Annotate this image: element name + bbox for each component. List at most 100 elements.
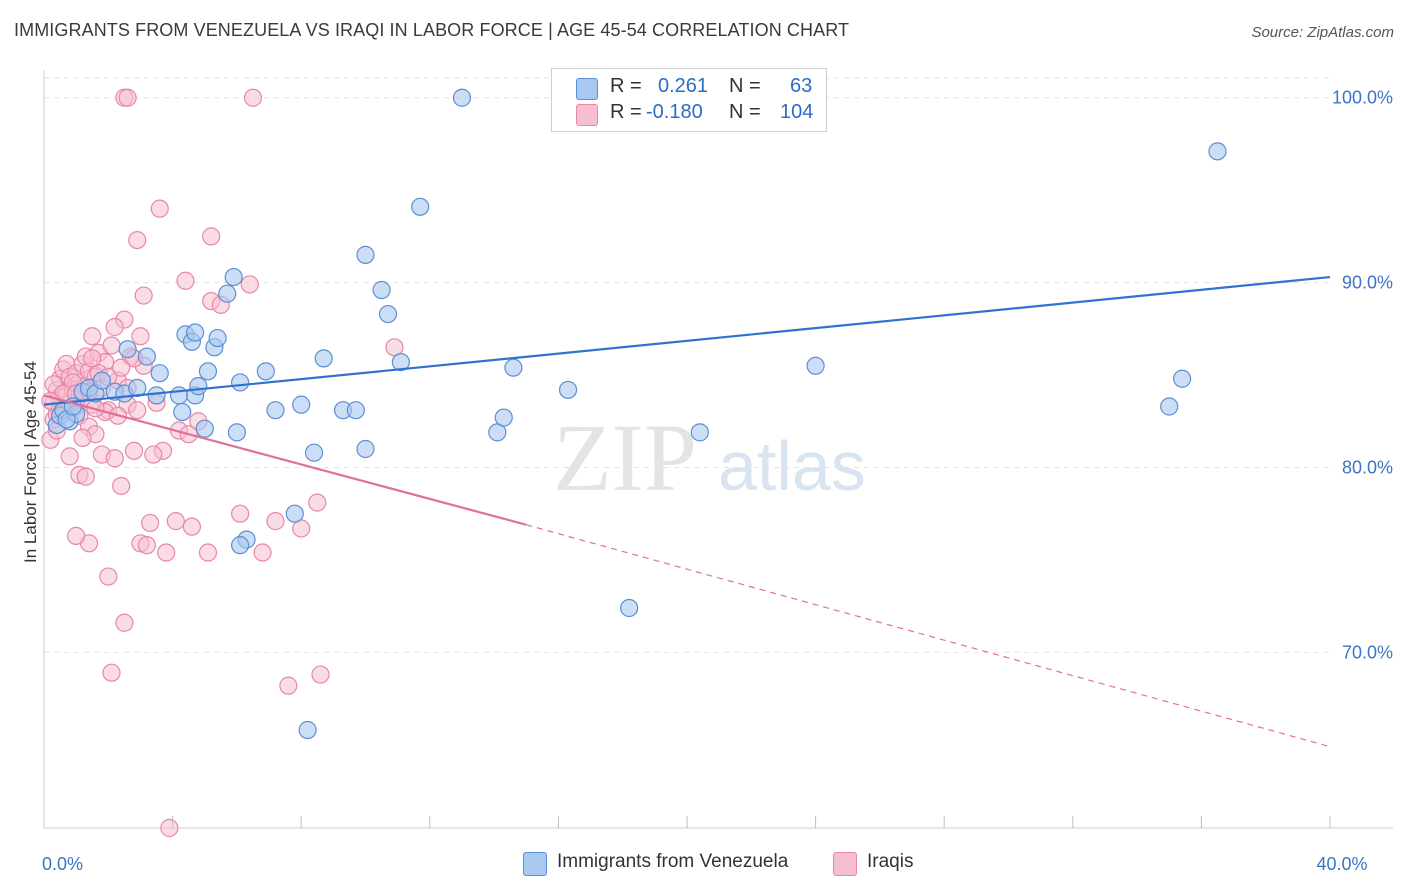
iraqi-swatch — [576, 104, 598, 126]
x-tick-label: 0.0% — [42, 854, 83, 874]
venezuela-point — [1173, 369, 1192, 388]
iraqi-point — [105, 449, 124, 468]
venezuela-point — [690, 423, 709, 442]
chart-title: IMMIGRANTS FROM VENEZUELA VS IRAQI IN LA… — [14, 20, 850, 40]
iraqi-point — [83, 327, 102, 346]
watermark-zip: ZIP — [553, 404, 697, 511]
r-label: R = — [610, 101, 642, 123]
iraqi-point — [124, 441, 144, 460]
venezuela-point — [304, 443, 324, 462]
venezuela-point — [92, 371, 111, 390]
venezuela-point — [150, 364, 169, 383]
iraqi-point — [140, 513, 160, 533]
iraqi-point — [231, 504, 250, 523]
venezuela-trend-line — [43, 275, 1331, 406]
iraqi-point — [202, 227, 221, 246]
r-label: R = — [610, 75, 642, 97]
n-label: N = — [729, 75, 761, 97]
venezuela-point — [195, 419, 214, 438]
n-label: N = — [729, 101, 761, 123]
iraqi-point — [144, 445, 163, 464]
venezuela-point — [147, 386, 166, 405]
venezuela-swatch — [523, 852, 547, 876]
venezuela-point — [620, 598, 639, 618]
iraqi-point — [83, 349, 102, 368]
venezuela-point — [504, 358, 523, 377]
venezuela-point — [391, 353, 410, 372]
venezuela-point — [189, 377, 208, 396]
y-tick-label: 100.0% — [1332, 88, 1393, 108]
iraqi-point — [128, 401, 147, 420]
watermark-atlas: atlas — [718, 427, 866, 505]
venezuela-point — [256, 362, 275, 381]
venezuela-point — [231, 536, 250, 555]
iraqi-point — [279, 676, 298, 695]
iraqi-point — [240, 275, 259, 294]
venezuela-point — [356, 439, 375, 459]
y-tick-label: 80.0% — [1342, 457, 1393, 477]
iraqi-trend-extension — [526, 524, 1331, 748]
iraqi-point — [311, 665, 330, 684]
iraqi-point — [112, 476, 131, 496]
venezuela-point — [266, 401, 285, 420]
venezuela-point — [298, 720, 317, 740]
venezuela-point — [118, 340, 137, 359]
n-value: 104 — [780, 101, 814, 123]
iraqi-point — [102, 336, 121, 355]
tick-labels: 100.0% 90.0% 80.0% 70.0% 0.0% 40.0% — [42, 88, 1393, 874]
series-legend: Immigrants from Venezuela Iraqis — [0, 850, 1406, 878]
legend-label: Iraqis — [867, 851, 914, 872]
iraqi-point — [160, 818, 179, 838]
venezuela-point — [169, 386, 189, 405]
iraqi-point — [198, 543, 218, 562]
gridlines — [44, 77, 1330, 653]
iraqi-point — [99, 567, 118, 586]
iraqi-swatch — [833, 852, 857, 876]
venezuela-point — [173, 402, 192, 422]
venezuela-point — [372, 280, 391, 300]
iraqi-point — [131, 327, 150, 346]
venezuela-point — [224, 267, 243, 287]
source-label: Source: ZipAtlas.com — [1251, 24, 1394, 41]
iraqi-point — [182, 517, 201, 536]
iraqi-point — [253, 543, 272, 562]
venezuela-point — [137, 347, 156, 366]
iraqi-point — [118, 88, 137, 107]
iraqi-point — [137, 536, 156, 555]
venezuela-point — [314, 349, 333, 368]
iraqi-point — [73, 428, 92, 448]
venezuela-point — [128, 378, 147, 398]
r-value: 0.261 — [658, 75, 709, 97]
x-tick-label: 40.0% — [1316, 854, 1367, 874]
iraqi-point — [76, 467, 95, 486]
iraqi-point — [243, 88, 263, 107]
venezuela-point — [186, 323, 205, 342]
venezuela-points — [47, 88, 1227, 740]
n-value: 63 — [790, 75, 813, 97]
legend-label: Immigrants from Venezuela — [557, 851, 789, 872]
venezuela-point — [1160, 397, 1179, 416]
venezuela-swatch — [576, 78, 598, 100]
iraqi-point — [60, 447, 79, 466]
venezuela-point — [378, 304, 398, 324]
y-axis-label: In Labor Force | Age 45-54 — [21, 361, 40, 563]
watermark: ZIP atlas — [553, 404, 866, 511]
venezuela-point — [411, 197, 430, 216]
y-tick-label: 90.0% — [1342, 273, 1393, 293]
iraqi-point — [102, 663, 121, 682]
iraqi-point — [176, 271, 195, 290]
venezuela-point — [452, 88, 472, 107]
iraqi-trend-line — [43, 394, 527, 526]
venezuela-point — [285, 504, 304, 523]
venezuela-point — [346, 401, 365, 420]
venezuela-point — [231, 373, 250, 392]
iraqi-point — [134, 286, 153, 305]
iraqi-point — [67, 526, 86, 545]
iraqi-point — [112, 358, 131, 377]
venezuela-point — [198, 362, 218, 381]
venezuela-point — [356, 245, 375, 264]
iraqi-points — [41, 88, 404, 838]
iraqi-point — [115, 613, 134, 632]
iraqi-point — [308, 493, 327, 512]
